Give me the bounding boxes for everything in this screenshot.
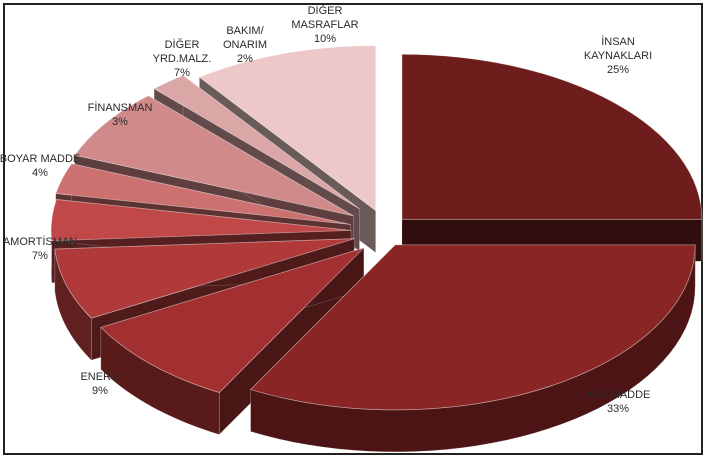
pie-slice-1 xyxy=(249,244,696,411)
pie-slice-0 xyxy=(401,53,703,220)
pie-slice-7 xyxy=(153,74,360,210)
pie-slice-4 xyxy=(50,199,352,242)
slice-label-8: DİĞER MASRAFLAR 10% xyxy=(291,4,358,45)
pie-slice-5 xyxy=(55,163,351,225)
slice-label-3: AMORTİSMAN 7% xyxy=(3,235,77,262)
slice-label-6: DİĞER YRD.MALZ. 7% xyxy=(153,38,212,79)
slice-label-4: BOYAR MADDE 4% xyxy=(0,153,80,179)
pie-slice-3 xyxy=(54,238,355,319)
slice-label-0: İNSAN KAYNAKLARI 25% xyxy=(584,35,652,76)
pie-slice-2 xyxy=(100,247,365,393)
slice-label-5: FİNANSMAN 3% xyxy=(88,101,153,128)
slice-label-7: BAKIM/ONARIM 2% xyxy=(223,25,267,65)
pie-slice-6 xyxy=(73,95,354,217)
slice-label-2: ENERJİ 9% xyxy=(80,370,119,397)
pie-slice-8 xyxy=(198,45,377,212)
slice-label-1: ANA MADDE 33% xyxy=(586,389,651,415)
